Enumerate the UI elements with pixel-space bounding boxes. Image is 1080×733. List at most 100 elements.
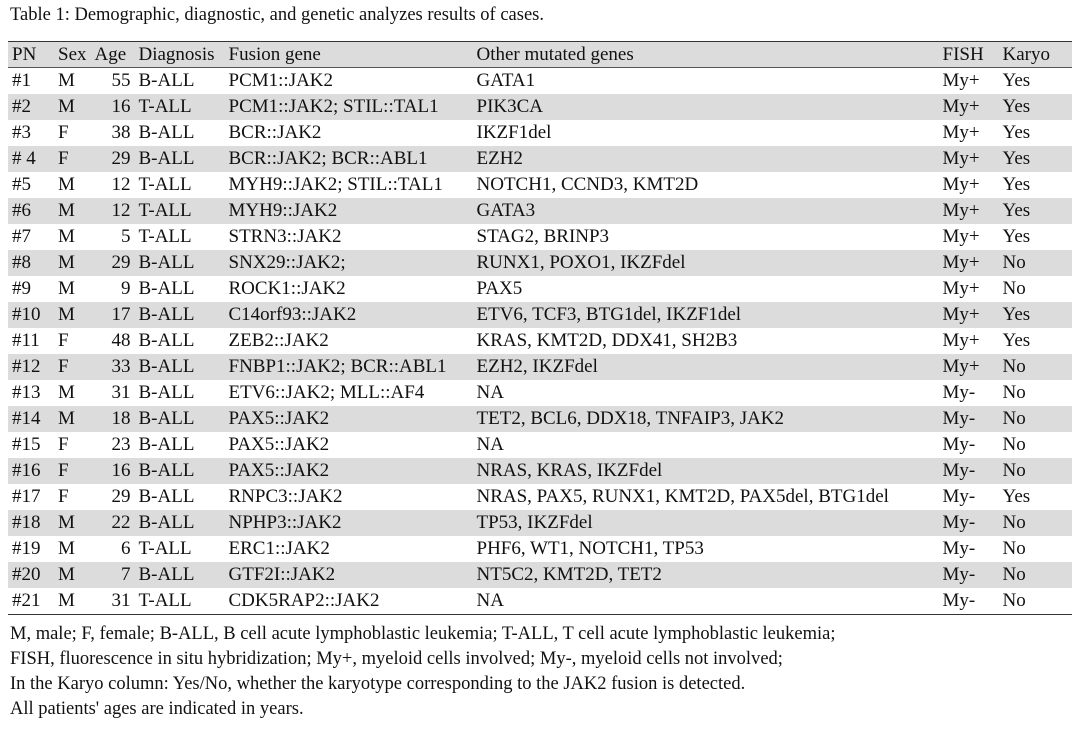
cell-fusion-gene: ZEB2::JAK2	[228, 330, 329, 351]
cell-age: 29	[111, 148, 131, 169]
cell-age: 55	[111, 70, 131, 91]
cell-karyo: No	[1002, 278, 1026, 299]
cell-fish: My+	[942, 226, 980, 247]
cell-sex: M	[58, 70, 75, 91]
header-row: PN Sex Age Diagnosis Fusion gene Other mutate…	[8, 41, 1072, 68]
cell-sex: F	[58, 460, 69, 481]
cell-age: 23	[111, 434, 131, 455]
cell-karyo: Yes	[1002, 122, 1031, 143]
cell-fish: My-	[942, 590, 976, 611]
cell-fish: My+	[942, 330, 980, 351]
cell-karyo: No	[1002, 590, 1026, 611]
cell-fusion-gene: PAX5::JAK2	[228, 408, 330, 429]
cell-other-mutated-genes: PAX5	[476, 278, 523, 299]
cell-fusion-gene: PAX5::JAK2	[228, 434, 330, 455]
table-row: #5 M 12 T-ALL MYH9::JAK2; STIL::TAL1 NOTCH1, …	[8, 172, 1072, 198]
cell-age: 22	[111, 512, 131, 533]
cell-fusion-gene: CDK5RAP2::JAK2	[228, 590, 380, 611]
cell-sex: M	[58, 408, 75, 429]
cell-pn: #5	[12, 174, 31, 195]
cell-fish: My-	[942, 460, 976, 481]
cell-other-mutated-genes: KRAS, KMT2D, DDX41, SH2B3	[476, 330, 738, 351]
cell-diagnosis: B-ALL	[138, 408, 195, 429]
cell-sex: M	[58, 96, 75, 117]
cell-fusion-gene: PAX5::JAK2	[228, 460, 330, 481]
cell-other-mutated-genes: GATA3	[476, 200, 536, 221]
column-header-age: Age	[94, 44, 127, 65]
cell-diagnosis: B-ALL	[138, 304, 195, 325]
table-row: #20 M 7 B-ALL GTF2I::JAK2 NT5C2, KMT2D, TET2 M…	[8, 562, 1072, 588]
cell-pn: #20	[12, 564, 41, 585]
column-header-diagnosis: Diagnosis	[138, 44, 215, 65]
cell-diagnosis: B-ALL	[138, 70, 195, 91]
cell-diagnosis: B-ALL	[138, 486, 195, 507]
cell-fusion-gene: SNX29::JAK2;	[228, 252, 346, 273]
cell-diagnosis: B-ALL	[138, 330, 195, 351]
cell-diagnosis: T-ALL	[138, 200, 192, 221]
cell-diagnosis: T-ALL	[138, 174, 192, 195]
cell-karyo: Yes	[1002, 200, 1031, 221]
cell-sex: M	[58, 252, 75, 273]
cell-diagnosis: T-ALL	[138, 96, 192, 117]
table-row: #1 M 55 B-ALL PCM1::JAK2 GATA1 My+ Yes	[8, 68, 1072, 95]
cell-fish: My+	[942, 148, 980, 169]
table-row: #2 M 16 T-ALL PCM1::JAK2; STIL::TAL1 PIK3CA My…	[8, 94, 1072, 120]
table-row: #6 M 12 T-ALL MYH9::JAK2 GATA3 My+ Yes	[8, 198, 1072, 224]
cell-karyo: No	[1002, 356, 1026, 377]
cell-fusion-gene: NPHP3::JAK2	[228, 512, 342, 533]
cell-fish: My+	[942, 200, 980, 221]
cell-sex: F	[58, 356, 69, 377]
cell-pn: #19	[12, 538, 41, 559]
cell-fusion-gene: RNPC3::JAK2	[228, 486, 343, 507]
column-header-other-mutated-genes: Other mutated genes	[476, 44, 634, 65]
cell-fusion-gene: PCM1::JAK2; STIL::TAL1	[228, 96, 439, 117]
cell-fish: My-	[942, 564, 976, 585]
column-header-karyo: Karyo	[1002, 44, 1050, 65]
cell-age: 12	[111, 174, 131, 195]
cell-other-mutated-genes: PHF6, WT1, NOTCH1, TP53	[476, 538, 704, 559]
cell-fusion-gene: MYH9::JAK2; STIL::TAL1	[228, 174, 443, 195]
cell-fish: My+	[942, 122, 980, 143]
cell-diagnosis: B-ALL	[138, 122, 195, 143]
cell-pn: #2	[12, 96, 31, 117]
cell-age: 18	[111, 408, 131, 429]
cell-pn: #18	[12, 512, 41, 533]
cell-fish: My+	[942, 252, 980, 273]
cell-karyo: Yes	[1002, 226, 1031, 247]
table-row: #19 M 6 T-ALL ERC1::JAK2 PHF6, WT1, NOTCH1, T…	[8, 536, 1072, 562]
cell-other-mutated-genes: NA	[476, 434, 504, 455]
cell-sex: F	[58, 330, 69, 351]
cell-sex: M	[58, 278, 75, 299]
cell-other-mutated-genes: NA	[476, 590, 504, 611]
cell-other-mutated-genes: EZH2	[476, 148, 523, 169]
results-table: PN Sex Age Diagnosis Fusion gene Other mutate…	[8, 41, 1072, 615]
cell-fish: My+	[942, 278, 980, 299]
cell-sex: M	[58, 512, 75, 533]
cell-pn: #9	[12, 278, 31, 299]
cell-age: 33	[111, 356, 131, 377]
cell-karyo: Yes	[1002, 174, 1031, 195]
cell-pn: #11	[12, 330, 40, 351]
cell-karyo: No	[1002, 434, 1026, 455]
cell-age: 29	[111, 486, 131, 507]
table-row: #11 F 48 B-ALL ZEB2::JAK2 KRAS, KMT2D, DDX41,…	[8, 328, 1072, 354]
cell-karyo: Yes	[1002, 304, 1031, 325]
cell-karyo: No	[1002, 538, 1026, 559]
cell-pn: #17	[12, 486, 41, 507]
table-caption: Table 1: Demographic, diagnostic, and ge…	[10, 5, 544, 25]
column-header-sex: Sex	[58, 44, 87, 65]
column-header-fusion-gene: Fusion gene	[228, 44, 321, 65]
table-row: #7 M 5 T-ALL STRN3::JAK2 STAG2, BRINP3 My+ Yes	[8, 224, 1072, 250]
cell-age: 12	[111, 200, 131, 221]
cell-age: 16	[111, 460, 131, 481]
cell-diagnosis: B-ALL	[138, 434, 195, 455]
cell-age: 17	[111, 304, 131, 325]
column-header-pn: PN	[12, 44, 37, 65]
cell-other-mutated-genes: TET2, BCL6, DDX18, TNFAIP3, JAK2	[476, 408, 785, 429]
cell-sex: M	[58, 304, 75, 325]
cell-age: 7	[121, 564, 131, 585]
cell-pn: #15	[12, 434, 41, 455]
cell-diagnosis: B-ALL	[138, 356, 195, 377]
cell-age: 31	[111, 590, 131, 611]
cell-pn: #10	[12, 304, 41, 325]
